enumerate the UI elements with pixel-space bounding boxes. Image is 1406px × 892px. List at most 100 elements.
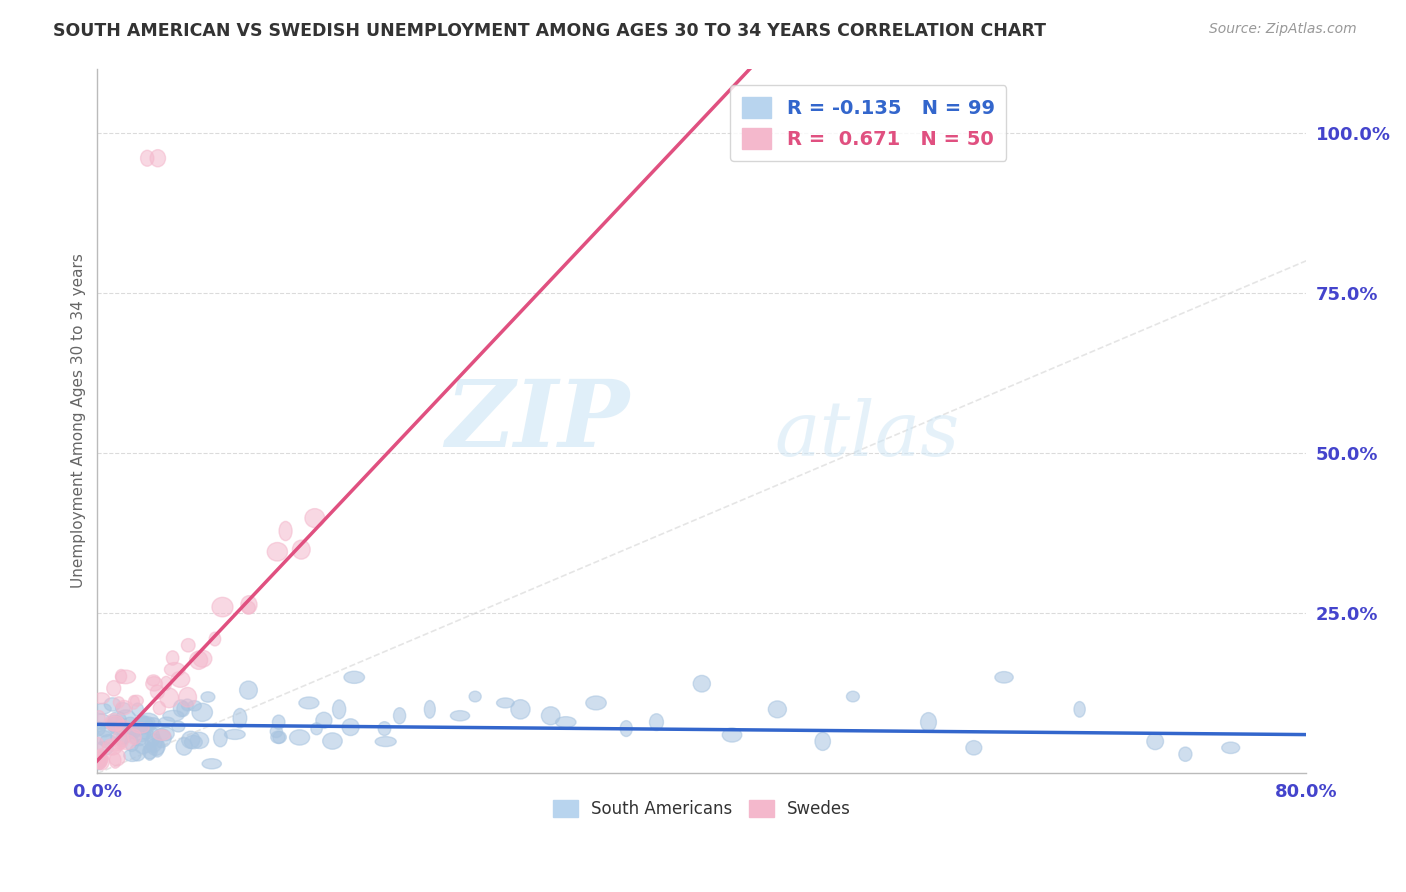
Ellipse shape (292, 540, 311, 559)
Ellipse shape (90, 722, 105, 736)
Ellipse shape (846, 691, 859, 702)
Ellipse shape (239, 681, 257, 699)
Ellipse shape (152, 729, 172, 747)
Ellipse shape (470, 691, 481, 702)
Ellipse shape (131, 722, 148, 734)
Ellipse shape (121, 717, 139, 735)
Ellipse shape (159, 717, 174, 727)
Ellipse shape (94, 731, 112, 745)
Ellipse shape (125, 734, 139, 751)
Ellipse shape (723, 728, 742, 742)
Text: Source: ZipAtlas.com: Source: ZipAtlas.com (1209, 22, 1357, 37)
Ellipse shape (146, 718, 160, 729)
Ellipse shape (115, 670, 127, 683)
Ellipse shape (115, 703, 131, 714)
Ellipse shape (160, 688, 179, 707)
Ellipse shape (132, 723, 149, 733)
Ellipse shape (201, 692, 215, 702)
Ellipse shape (108, 716, 127, 734)
Ellipse shape (111, 730, 131, 745)
Ellipse shape (146, 675, 160, 686)
Ellipse shape (242, 601, 256, 615)
Ellipse shape (128, 696, 139, 709)
Ellipse shape (96, 748, 107, 768)
Ellipse shape (768, 701, 786, 718)
Ellipse shape (181, 699, 194, 711)
Ellipse shape (225, 730, 245, 739)
Ellipse shape (181, 639, 195, 652)
Ellipse shape (1074, 701, 1085, 717)
Ellipse shape (104, 740, 125, 751)
Ellipse shape (179, 688, 197, 707)
Ellipse shape (394, 707, 406, 723)
Ellipse shape (176, 738, 193, 756)
Y-axis label: Unemployment Among Ages 30 to 34 years: Unemployment Among Ages 30 to 34 years (72, 253, 86, 589)
Ellipse shape (233, 708, 247, 728)
Ellipse shape (117, 735, 136, 749)
Ellipse shape (93, 693, 110, 704)
Ellipse shape (160, 676, 172, 690)
Ellipse shape (136, 715, 149, 725)
Ellipse shape (142, 744, 157, 759)
Ellipse shape (115, 732, 128, 747)
Ellipse shape (190, 651, 208, 669)
Ellipse shape (173, 700, 188, 717)
Ellipse shape (117, 724, 134, 736)
Ellipse shape (93, 742, 114, 756)
Ellipse shape (108, 722, 124, 732)
Ellipse shape (172, 721, 184, 732)
Ellipse shape (146, 677, 163, 691)
Ellipse shape (124, 726, 141, 739)
Ellipse shape (150, 150, 166, 167)
Ellipse shape (166, 651, 179, 665)
Ellipse shape (141, 150, 153, 166)
Ellipse shape (100, 735, 117, 748)
Ellipse shape (112, 730, 129, 749)
Ellipse shape (148, 728, 160, 747)
Ellipse shape (190, 732, 208, 748)
Text: atlas: atlas (775, 398, 960, 472)
Ellipse shape (103, 739, 122, 756)
Ellipse shape (163, 710, 184, 722)
Ellipse shape (815, 732, 831, 750)
Ellipse shape (91, 714, 111, 730)
Ellipse shape (966, 740, 981, 755)
Ellipse shape (136, 722, 155, 733)
Ellipse shape (995, 672, 1014, 683)
Ellipse shape (541, 706, 560, 724)
Ellipse shape (105, 716, 125, 731)
Ellipse shape (273, 715, 285, 730)
Ellipse shape (131, 695, 143, 706)
Legend: South Americans, Swedes: South Americans, Swedes (546, 794, 858, 825)
Ellipse shape (555, 716, 576, 728)
Ellipse shape (110, 753, 121, 768)
Ellipse shape (305, 508, 325, 527)
Ellipse shape (323, 733, 342, 749)
Ellipse shape (156, 727, 174, 740)
Ellipse shape (124, 749, 141, 762)
Ellipse shape (115, 670, 135, 684)
Ellipse shape (214, 729, 228, 747)
Ellipse shape (212, 598, 233, 617)
Ellipse shape (110, 712, 127, 727)
Ellipse shape (620, 721, 633, 737)
Ellipse shape (172, 672, 190, 688)
Ellipse shape (165, 663, 186, 677)
Ellipse shape (115, 720, 131, 733)
Ellipse shape (139, 728, 153, 739)
Ellipse shape (131, 726, 150, 741)
Ellipse shape (146, 739, 165, 756)
Ellipse shape (267, 542, 287, 561)
Ellipse shape (425, 700, 436, 718)
Ellipse shape (153, 730, 170, 740)
Text: ZIP: ZIP (446, 376, 630, 466)
Ellipse shape (129, 743, 146, 761)
Ellipse shape (375, 737, 396, 747)
Ellipse shape (333, 700, 346, 719)
Ellipse shape (316, 712, 332, 729)
Ellipse shape (135, 716, 155, 727)
Ellipse shape (114, 697, 124, 708)
Ellipse shape (107, 715, 122, 731)
Ellipse shape (693, 675, 710, 692)
Ellipse shape (181, 731, 200, 748)
